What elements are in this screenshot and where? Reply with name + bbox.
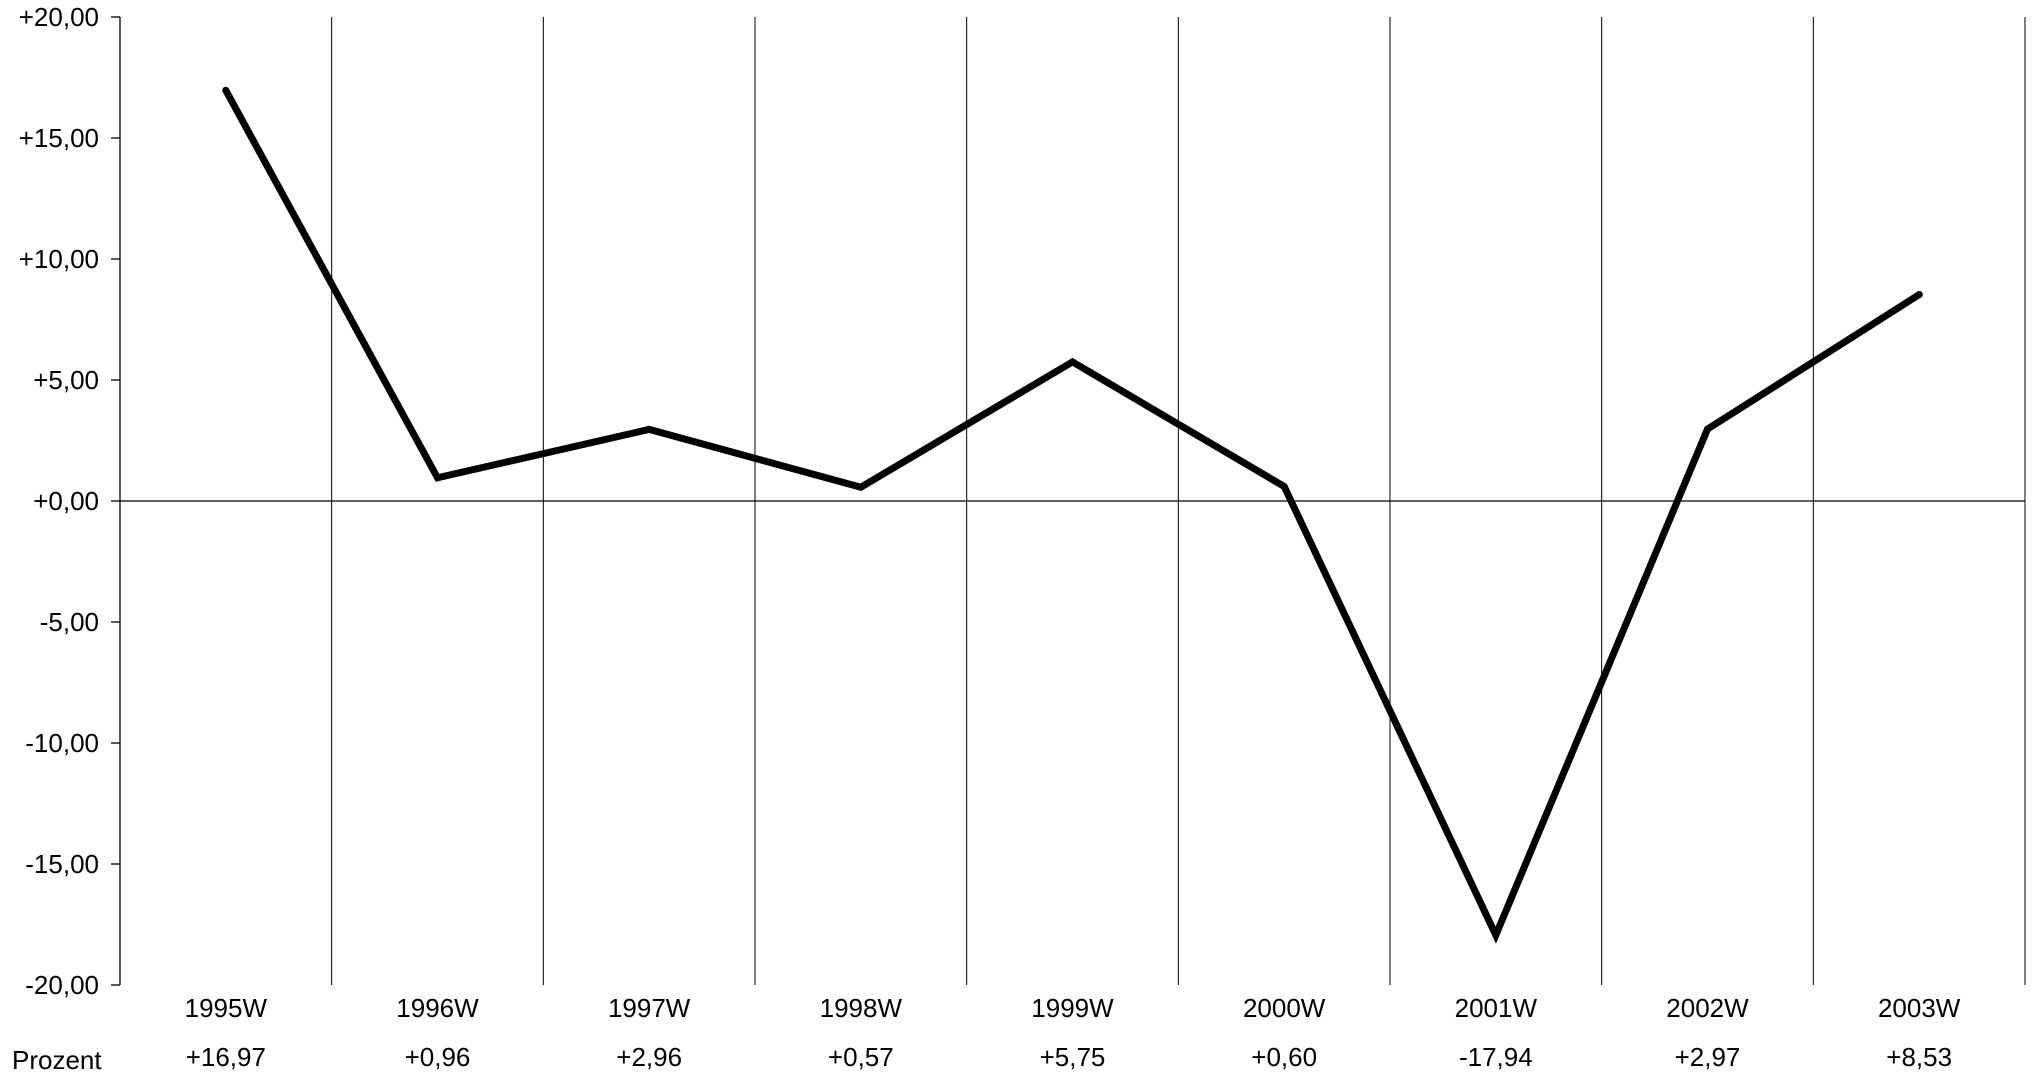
- x-category-label: 2003W: [1878, 993, 1961, 1023]
- table-value-label: +16,97: [186, 1042, 266, 1072]
- table-value-label: +8,53: [1886, 1042, 1952, 1072]
- data-point: [1280, 482, 1288, 490]
- x-category-label: 1998W: [820, 993, 903, 1023]
- y-tick-label: +5,00: [33, 365, 99, 395]
- x-axis-category-labels: 1995W 1996W 1997W 1998W 1999W 2000W 2001W 2002W…: [185, 993, 1961, 1023]
- value-table: Prozent +16,97 +0,96 +2,96 +0,57 +5,75 +0,60 -…: [12, 1042, 1952, 1075]
- data-point: [434, 474, 441, 482]
- data-point: [645, 425, 653, 433]
- table-value-label: +5,75: [1040, 1042, 1106, 1072]
- y-tick-label: +20,00: [19, 2, 99, 32]
- x-category-label: 2001W: [1455, 993, 1538, 1023]
- series-layer: [222, 86, 1923, 944]
- x-category-label: 1999W: [1031, 993, 1114, 1023]
- data-point: [222, 86, 230, 94]
- table-value-label: +0,60: [1251, 1042, 1317, 1072]
- y-tick-label: -15,00: [25, 849, 99, 879]
- y-tick-label: +10,00: [19, 244, 99, 274]
- data-point: [1704, 425, 1711, 433]
- data-point: [1492, 931, 1500, 939]
- y-tick-label: +0,00: [33, 486, 99, 516]
- axes: [111, 16, 2025, 986]
- y-tick-label: +15,00: [19, 123, 99, 153]
- x-category-label: 1995W: [185, 993, 268, 1023]
- x-category-label: 1996W: [396, 993, 479, 1023]
- table-value-label: +2,97: [1675, 1042, 1741, 1072]
- table-value-label: +2,96: [616, 1042, 682, 1072]
- data-point: [1915, 291, 1923, 299]
- x-category-label: 2000W: [1243, 993, 1326, 1023]
- y-tick-label: -5,00: [40, 607, 99, 637]
- y-axis-tick-labels: +20,00 +15,00 +10,00 +5,00 +0,00 -5,00 -10,00 -…: [19, 2, 99, 1000]
- y-tick-label: -20,00: [25, 970, 99, 1000]
- table-value-label: +0,96: [405, 1042, 471, 1072]
- data-point: [857, 483, 865, 491]
- x-category-label: 1997W: [608, 993, 691, 1023]
- x-category-label: 2002W: [1666, 993, 1749, 1023]
- table-row-label: Prozent: [12, 1045, 102, 1075]
- table-value-label: +0,57: [828, 1042, 894, 1072]
- series-line: [222, 86, 1923, 944]
- data-point: [1069, 358, 1076, 366]
- table-value-label: -17,94: [1459, 1042, 1533, 1072]
- y-tick-label: -10,00: [25, 728, 99, 758]
